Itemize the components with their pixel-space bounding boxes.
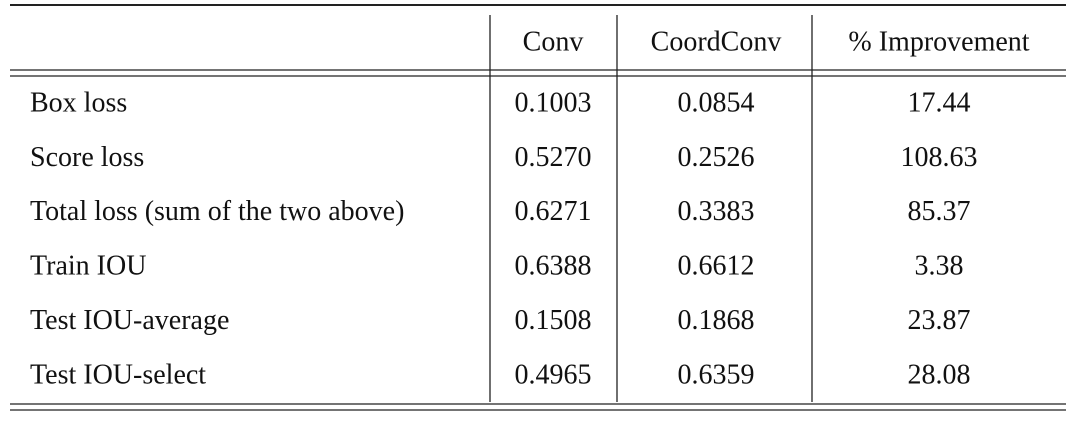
cell-value: 0.5270: [515, 142, 592, 173]
cell-value: 0.1003: [515, 87, 592, 118]
cell-value: 0.6359: [678, 359, 755, 390]
row-label: Test IOU-average: [30, 305, 229, 336]
column-header: Conv: [523, 26, 584, 57]
cell-value: 0.3383: [678, 196, 755, 227]
column-header: CoordConv: [651, 26, 782, 57]
cell-value: 0.6612: [678, 251, 755, 282]
row-label: Score loss: [30, 142, 144, 173]
cell-value: 23.87: [908, 305, 971, 336]
row-label: Box loss: [30, 87, 127, 118]
cell-value: 0.4965: [515, 359, 592, 390]
cell-value: 0.1508: [515, 305, 592, 336]
cell-value: 0.1868: [678, 305, 755, 336]
cell-value: 108.63: [901, 142, 978, 173]
cell-value: 17.44: [908, 87, 971, 118]
row-label: Train IOU: [30, 251, 146, 282]
cell-value: 3.38: [915, 251, 964, 282]
cell-value: 0.2526: [678, 142, 755, 173]
column-header: % Improvement: [848, 26, 1029, 57]
cell-value: 85.37: [908, 196, 971, 227]
row-label: Test IOU-select: [30, 359, 206, 390]
cell-value: 0.6271: [515, 196, 592, 227]
cell-value: 0.0854: [678, 87, 755, 118]
row-label: Total loss (sum of the two above): [30, 196, 404, 227]
cell-value: 28.08: [908, 359, 971, 390]
cell-value: 0.6388: [515, 251, 592, 282]
